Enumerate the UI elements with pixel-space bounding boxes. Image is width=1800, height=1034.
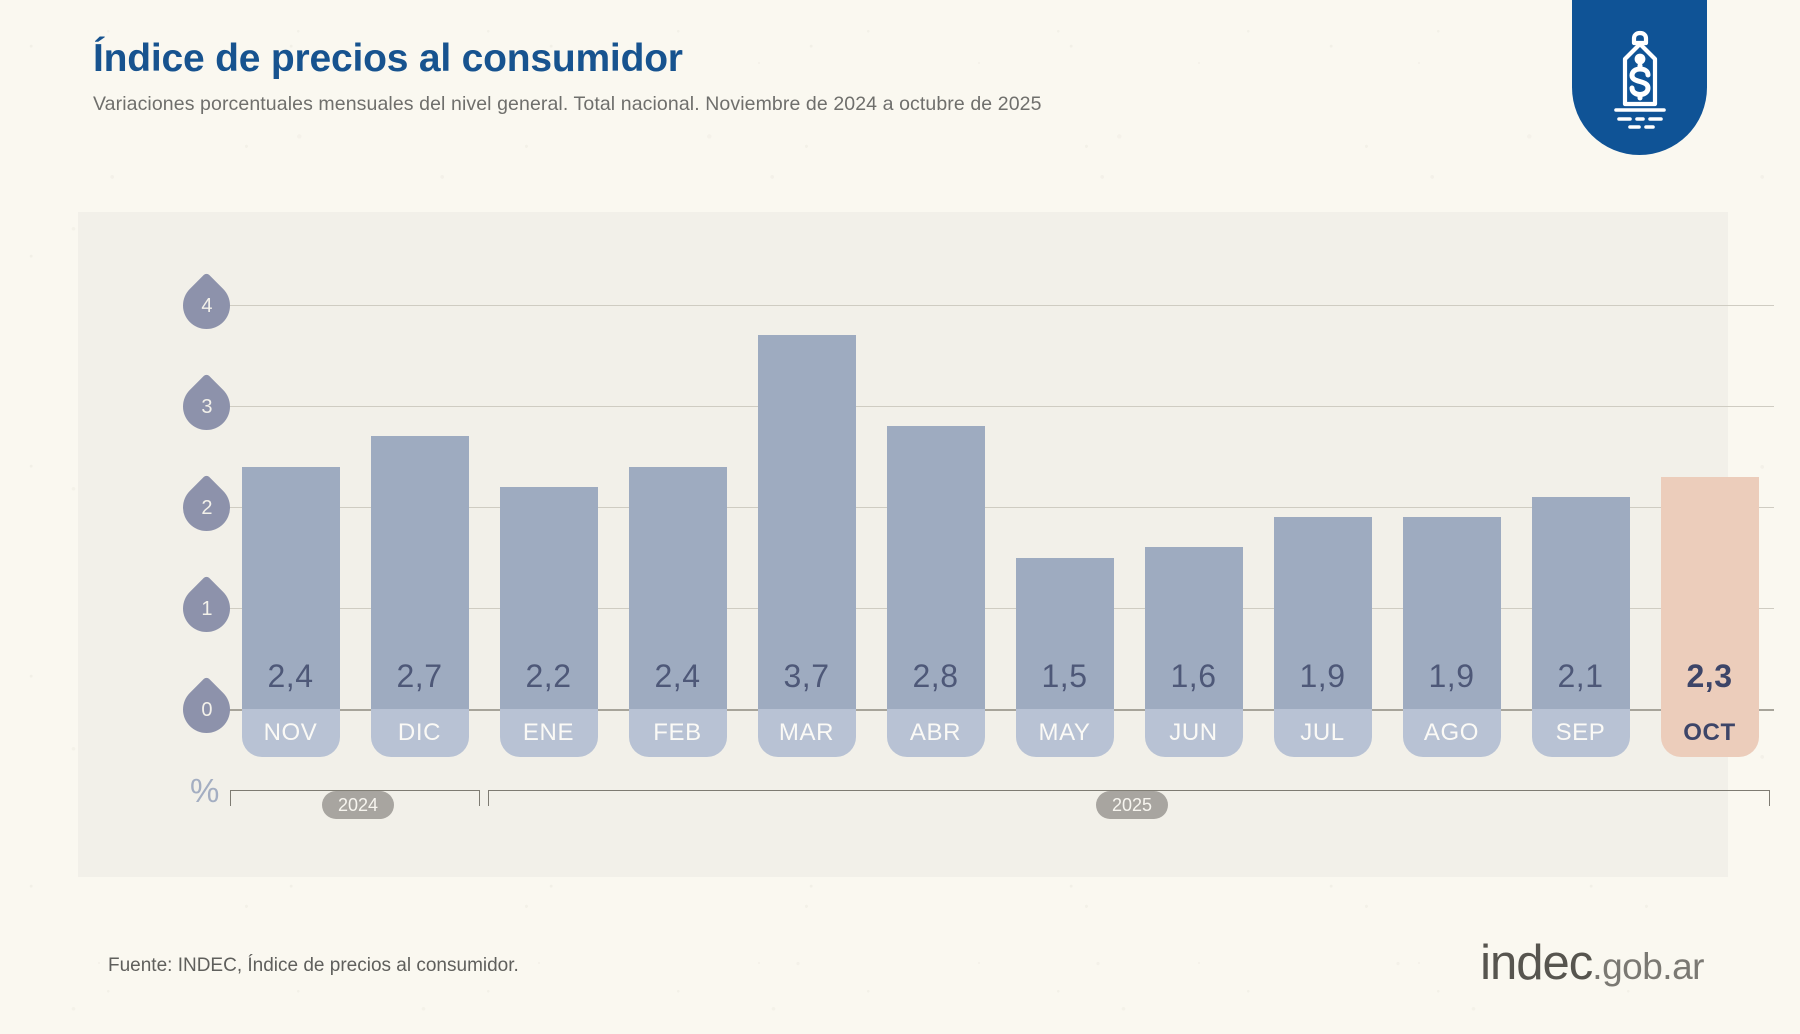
y-axis-tick-label: 0 [200,698,213,720]
month-chip-ene[interactable]: ENE [499,709,598,757]
y-axis-tick-label: 3 [200,395,213,417]
chart-panel: 0 1 2 3 4 2,4 NOV 2,7 DIC 2,2 ENE 2,4 FEB 3,7 MAR 2,8 AB… [78,212,1774,877]
month-chip-abr[interactable]: ABR [886,709,985,757]
bar-mar[interactable] [757,335,856,709]
bar-value-label: 1,6 [1170,658,1217,694]
year-pill-2024: 2024 [322,791,395,819]
bar-group[interactable]: 1,5 [1015,557,1114,709]
month-chip-mar[interactable]: MAR [757,709,856,757]
x-axis-category[interactable]: MAY [1015,707,1114,757]
bar-value-label: 2,4 [654,658,701,694]
bar-value-label: 2,1 [1557,658,1604,694]
bar-group[interactable]: 1,6 [1144,547,1243,709]
bar-value-label: 2,4 [267,658,314,694]
x-axis-category[interactable]: JUN [1144,707,1243,757]
axis-baseline [226,709,1774,711]
indec-logo-badge [1572,0,1707,155]
x-axis-category[interactable]: ENE [499,707,598,757]
month-chip-feb[interactable]: FEB [628,709,727,757]
x-axis-category[interactable]: JUL [1273,707,1372,757]
month-chip-dic[interactable]: DIC [370,709,469,757]
month-chip-may[interactable]: MAY [1015,709,1114,757]
bar-group[interactable]: 2,7 [370,436,469,709]
bar-jul[interactable] [1273,517,1372,709]
source-note: Fuente: INDEC, Índice de precios al cons… [108,955,519,976]
bar-abr[interactable] [886,426,985,709]
bar-value-label: 2,7 [396,658,443,694]
gridline [226,406,1774,407]
bar-group[interactable]: 2,3 [1660,476,1759,709]
bar-group[interactable]: 2,8 [886,426,985,709]
bar-group[interactable]: 2,2 [499,486,598,709]
bar-oct[interactable] [1660,476,1759,709]
x-axis-category[interactable]: ABR [886,707,985,757]
bar-jun[interactable] [1144,547,1243,709]
year-pill-2025: 2025 [1096,791,1169,819]
gridline [226,305,1774,306]
gridline [226,507,1774,508]
gridline [226,608,1774,609]
y-axis-tick-label: 4 [200,294,213,316]
bar-group[interactable]: 1,9 [1273,517,1372,709]
bar-may[interactable] [1015,557,1114,709]
y-axis-tick-label: 1 [200,597,213,619]
x-axis-category[interactable]: AGO [1402,707,1501,757]
bar-value-label: 2,8 [912,658,959,694]
bar-ago[interactable] [1402,517,1501,709]
x-axis-category[interactable]: FEB [628,707,727,757]
bar-ene[interactable] [499,486,598,709]
price-tag-dollar-icon [1613,30,1666,129]
month-chip-jul[interactable]: JUL [1273,709,1372,757]
bar-series: 2,4 NOV 2,7 DIC 2,2 ENE 2,4 FEB 3,7 MAR 2,8 ABR 1,5 M… [226,212,1774,877]
page-subtitle: Variaciones porcentuales mensuales del n… [93,92,1042,115]
bar-nov[interactable] [241,466,340,709]
bar-group[interactable]: 1,9 [1402,517,1501,709]
month-chip-jun[interactable]: JUN [1144,709,1243,757]
wordmark-indec: indec [1480,936,1593,990]
page-title: Índice de precios al consumidor [93,37,683,80]
x-axis-category[interactable]: NOV [241,707,340,757]
bar-group[interactable]: 2,4 [241,466,340,709]
y-axis-tick-label: 2 [200,496,213,518]
axis-unit-label: % [190,772,220,809]
month-chip-nov[interactable]: NOV [241,709,340,757]
bar-value-label: 3,7 [783,658,830,694]
bar-value-label: 2,2 [525,658,572,694]
wordmark-gobar: .gob.ar [1592,946,1704,987]
x-axis-category[interactable]: DIC [370,707,469,757]
plot-area: 0 1 2 3 4 2,4 NOV 2,7 DIC 2,2 ENE 2,4 FEB 3,7 MAR 2,8 AB… [78,212,1774,877]
month-chip-oct[interactable]: OCT [1660,709,1759,757]
month-chip-sep[interactable]: SEP [1531,709,1630,757]
bar-value-label: 1,9 [1428,658,1475,694]
bar-dic[interactable] [370,436,469,709]
bar-value-label: 2,3 [1686,658,1733,694]
bar-group[interactable]: 2,1 [1531,496,1630,709]
x-axis-category[interactable]: MAR [757,707,856,757]
header: Índice de precios al consumidor Variacio… [93,37,1042,116]
bar-sep[interactable] [1531,496,1630,709]
indec-wordmark: indec.gob.ar [1480,935,1704,991]
bar-value-label: 1,5 [1041,658,1088,694]
x-axis-category[interactable]: OCT [1660,707,1759,757]
bar-feb[interactable] [628,466,727,709]
bar-group[interactable]: 2,4 [628,466,727,709]
x-axis-category[interactable]: SEP [1531,707,1630,757]
bar-group[interactable]: 3,7 [757,335,856,709]
month-chip-ago[interactable]: AGO [1402,709,1501,757]
bar-value-label: 1,9 [1299,658,1346,694]
